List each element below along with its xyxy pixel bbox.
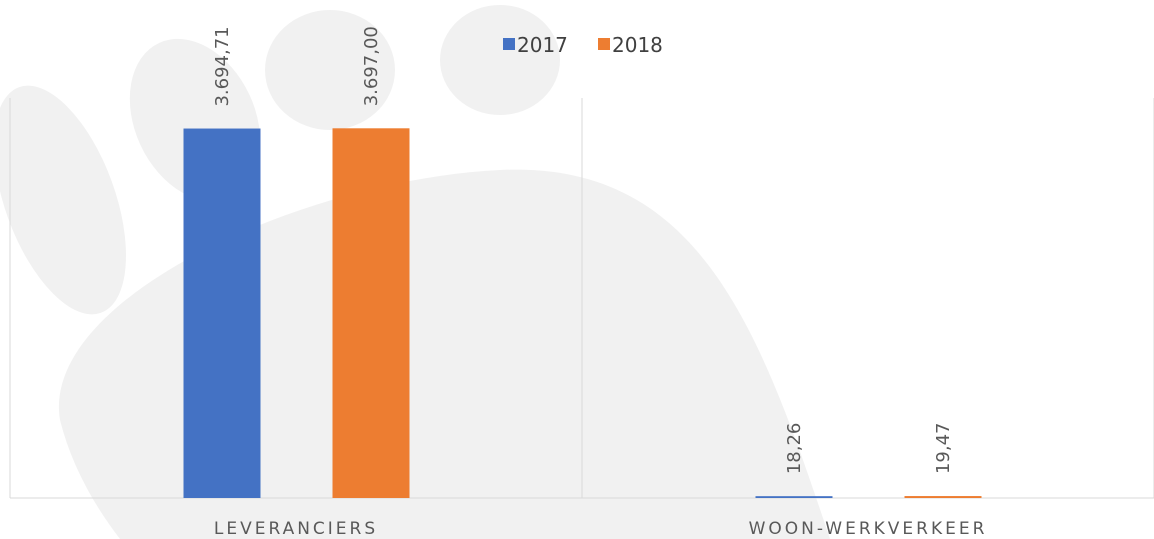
data-label: 3.697,00 (361, 26, 382, 106)
x-tick-label: WOON-WERKVERKEER (749, 519, 988, 539)
chart: 2017 2018 LEVERANCIERS 3.694,71 3.697,00 WOON… (0, 0, 1154, 539)
data-label: 19,47 (933, 423, 954, 475)
bar (333, 128, 410, 498)
legend-label: 2018 (612, 33, 663, 57)
bar (756, 496, 833, 498)
data-label: 18,26 (784, 423, 805, 475)
background-decoration (0, 5, 830, 539)
bar (184, 129, 261, 498)
legend-swatch (598, 38, 610, 50)
legend-swatch (503, 38, 515, 50)
data-label: 3.694,71 (212, 26, 233, 106)
x-tick-label: LEVERANCIERS (214, 519, 378, 539)
legend-label: 2017 (517, 33, 568, 57)
bar (905, 496, 982, 498)
